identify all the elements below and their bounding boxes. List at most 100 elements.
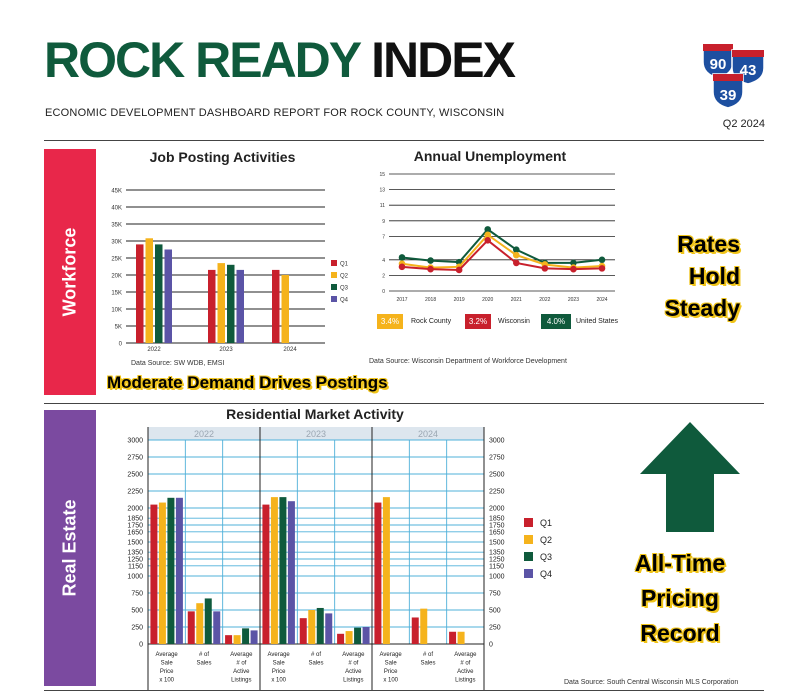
svg-text:90: 90 [710,56,727,73]
x-tick-label: 2017 [396,297,407,303]
page-subtitle: ECONOMIC DEVELOPMENT DASHBOARD REPORT FO… [45,107,505,119]
category-label: Average [156,652,179,658]
y-tick-label-right: 1500 [489,540,505,547]
x-tick-label: 2024 [596,297,607,303]
category-label: # of [199,652,209,658]
year-label: 2023 [306,429,326,439]
legend-swatch [524,535,533,544]
y-tick-label-right: 1850 [489,516,505,523]
y-tick-label-left: 1750 [127,523,143,530]
up-arrow-icon [640,422,740,532]
y-tick-label: 0 [119,342,123,348]
y-tick-label-right: 3000 [489,438,505,445]
y-tick-label-left: 1650 [127,529,143,536]
rock-county-rate-badge: 3.4% [377,314,403,329]
category-label: # of [423,652,433,658]
y-tick-label-right: 250 [489,625,501,632]
category-label: Price [272,669,286,675]
legend-swatch [524,518,533,527]
title-part1: ROCK READY [44,32,361,88]
bar [213,611,221,644]
legend-label: Q4 [340,298,349,304]
category-label: Sale [385,661,398,667]
data-point [512,259,520,267]
bar [354,627,362,644]
y-tick-label-left: 1850 [127,516,143,523]
data-point [541,265,549,272]
y-tick-label-left: 250 [131,625,143,632]
bar [362,627,370,644]
bar [411,617,419,644]
rates-callout-line-3: Steady [664,295,740,321]
real-estate-section-tab: Real Estate [44,410,96,686]
category-label: x 100 [383,678,398,684]
y-tick-label-right: 1000 [489,574,505,581]
y-tick-label-right: 500 [489,608,501,615]
bar [325,613,333,644]
pricing-callout: All-Time Pricing Record [600,546,760,651]
y-tick-label: 0 [382,289,385,295]
y-tick-label: 30K [111,240,122,246]
data-point [455,266,463,274]
y-tick-label-right: 2000 [489,506,505,513]
data-point [484,226,492,233]
bar [262,504,270,644]
workforce-callout: Moderate Demand Drives Postings [107,373,388,392]
bar [227,264,235,343]
title-part2: INDEX [371,32,516,88]
wisconsin-legend-label: Wisconsin [498,318,530,325]
category-label: Sales [308,661,323,667]
bar [242,628,250,644]
data-point [598,265,606,272]
category-label: Average [380,652,403,658]
pricing-callout-line-3: Record [640,620,720,646]
unemployment-chart: 0 2 4 7 9 11 13 15 2017 2018 2019 2020 2021 2022 2023 2… [379,172,615,303]
workforce-section-tab: Workforce [44,149,96,395]
legend-label: Q3 [340,286,349,292]
y-tick-label: 11 [380,203,385,209]
x-tick-label: 2019 [454,297,465,303]
bar [457,631,465,644]
category-label: Listings [343,678,363,684]
legend-swatch [331,284,337,290]
series-line [401,233,603,269]
legend-swatch [524,569,533,578]
residential-market-title: Residential Market Activity [226,406,404,422]
bar [279,497,287,644]
y-tick-label: 15 [379,172,385,178]
unemployment-title: Annual Unemployment [413,148,567,164]
y-tick-label: 40K [111,206,122,212]
legend-label: Q3 [540,552,552,562]
y-tick-label-left: 1500 [127,540,143,547]
page-title: ROCK READY INDEX [44,28,516,92]
workforce-tab-label: Workforce [59,227,80,317]
x-tick-label: 2023 [568,297,579,303]
series-line [401,228,603,264]
category-label: x 100 [271,678,286,684]
y-tick-label: 9 [382,219,385,225]
bar [187,611,195,644]
legend-label: Q2 [540,535,552,545]
y-tick-label-right: 1750 [489,523,505,530]
y-tick-label: 35K [111,223,122,229]
legend-label: Q1 [540,518,552,528]
x-tick-label: 2024 [283,347,297,353]
y-tick-label-left: 2750 [127,455,143,462]
y-tick-label-left: 1150 [128,563,143,570]
legend-label: Q2 [340,274,349,280]
x-tick-label: 2023 [219,347,233,353]
x-tick-label: 2022 [539,297,550,303]
category-label: Average [454,652,477,658]
category-label: Listings [231,678,251,684]
bar [217,263,225,343]
bar [250,630,258,644]
bar [155,244,163,343]
x-tick-label: 2020 [482,297,493,303]
data-point [598,256,606,264]
bar [208,269,216,343]
category-label: Average [342,652,365,658]
category-label: Listings [455,678,475,684]
legend-swatch [524,552,533,561]
bar [420,608,428,644]
unemployment-source: Data Source: Wisconsin Department of Wor… [369,358,567,365]
